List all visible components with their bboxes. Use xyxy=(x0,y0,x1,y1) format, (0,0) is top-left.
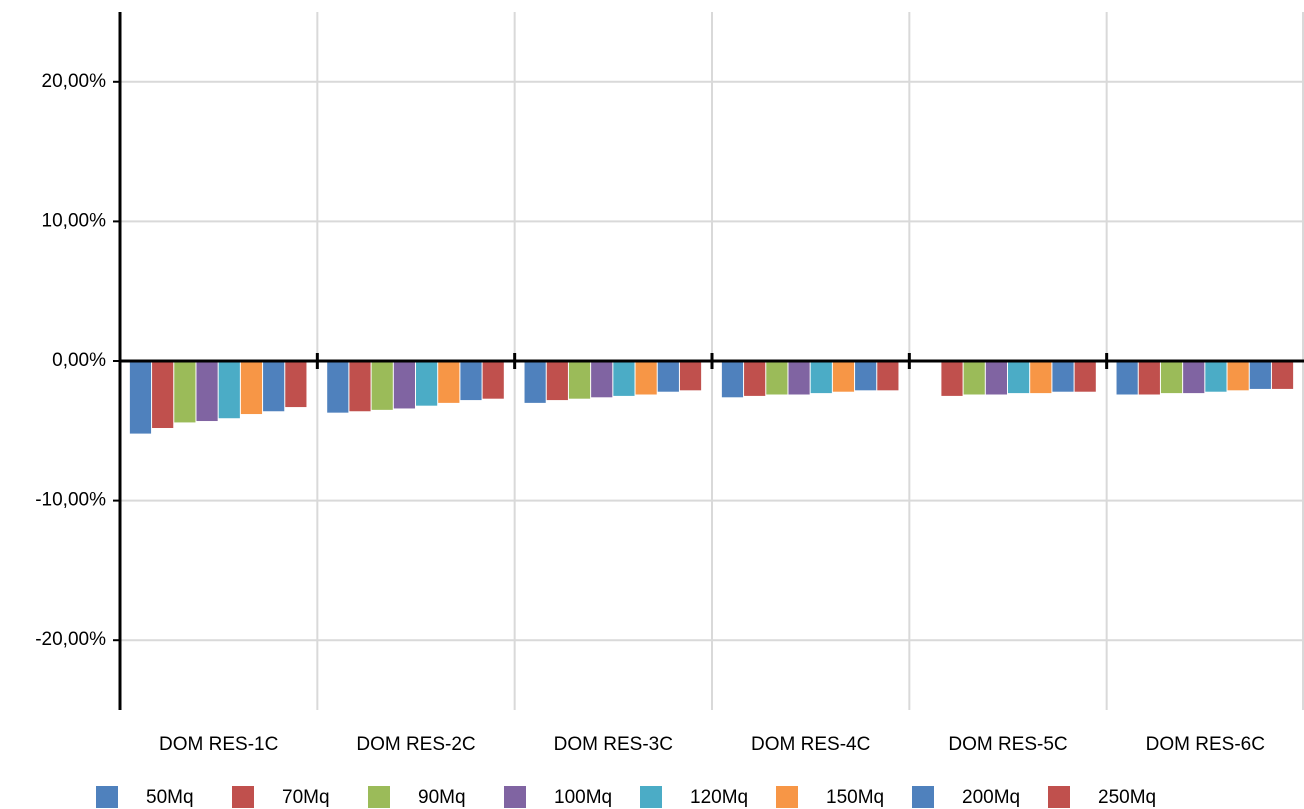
bar xyxy=(744,361,766,396)
x-tick-label: DOM RES-5C xyxy=(948,734,1067,755)
bar xyxy=(1116,361,1138,395)
bar xyxy=(963,361,985,395)
bar xyxy=(635,361,657,395)
bar xyxy=(438,361,460,403)
bar xyxy=(941,361,963,396)
legend-swatch xyxy=(504,786,526,808)
bar xyxy=(679,361,702,391)
y-tick-label: -10,00% xyxy=(35,490,106,511)
bar xyxy=(546,361,568,401)
legend-swatch xyxy=(640,786,662,808)
legend-label: 250Mq xyxy=(1098,787,1156,808)
bar xyxy=(568,361,591,399)
y-tick-label: 0,00% xyxy=(52,350,106,371)
x-tick-label: DOM RES-1C xyxy=(159,734,278,755)
bar xyxy=(1249,361,1271,389)
x-tick-label: DOM RES-3C xyxy=(554,734,673,755)
bar xyxy=(482,361,504,399)
bar xyxy=(613,361,635,396)
bar xyxy=(788,361,810,395)
x-tick-label: DOM RES-4C xyxy=(751,734,870,755)
bar xyxy=(721,361,744,398)
bar xyxy=(810,361,832,394)
legend-swatch xyxy=(912,786,934,808)
bar xyxy=(1074,361,1096,392)
legend-label: 150Mq xyxy=(826,787,884,808)
bar xyxy=(766,361,788,395)
bar xyxy=(152,361,174,429)
bar xyxy=(218,361,240,419)
y-tick-label: 20,00% xyxy=(42,71,107,92)
bar xyxy=(657,361,679,392)
bar xyxy=(1271,361,1294,389)
bar xyxy=(1030,361,1052,394)
bar xyxy=(196,361,218,422)
legend-swatch xyxy=(232,786,254,808)
legend-swatch xyxy=(368,786,390,808)
bar xyxy=(263,361,285,412)
bar xyxy=(1008,361,1030,394)
x-tick-label: DOM RES-6C xyxy=(1146,734,1265,755)
y-tick-label: 10,00% xyxy=(42,210,107,231)
bar xyxy=(349,361,371,412)
bar xyxy=(327,361,349,413)
legend-label: 90Mq xyxy=(418,787,466,808)
x-tick-label: DOM RES-2C xyxy=(356,734,475,755)
legend-label: 50Mq xyxy=(146,787,194,808)
bar xyxy=(524,361,546,403)
bar xyxy=(371,361,393,410)
legend-swatch xyxy=(96,786,118,808)
bar xyxy=(985,361,1007,395)
legend-swatch xyxy=(776,786,798,808)
bar xyxy=(1052,361,1074,392)
bar xyxy=(393,361,415,409)
y-tick-label: -20,00% xyxy=(35,629,106,650)
bar xyxy=(460,361,482,401)
bar xyxy=(1227,361,1249,391)
legend-label: 200Mq xyxy=(962,787,1020,808)
bar xyxy=(1138,361,1160,395)
bar xyxy=(591,361,613,398)
bar xyxy=(1183,361,1205,394)
bar xyxy=(174,361,196,423)
bar xyxy=(285,361,307,408)
legend-label: 120Mq xyxy=(690,787,748,808)
legend-label: 100Mq xyxy=(554,787,612,808)
bar xyxy=(416,361,438,406)
bar xyxy=(877,361,899,391)
bar xyxy=(1205,361,1227,392)
bar xyxy=(832,361,855,392)
bar xyxy=(129,361,152,434)
bar xyxy=(240,361,263,415)
bar xyxy=(855,361,877,391)
legend-swatch xyxy=(1048,786,1070,808)
legend-label: 70Mq xyxy=(282,787,330,808)
bar xyxy=(1160,361,1183,394)
